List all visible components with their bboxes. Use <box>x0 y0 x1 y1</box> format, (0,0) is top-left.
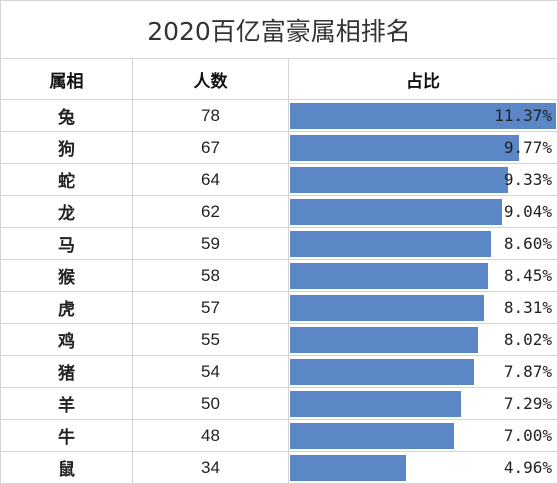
data-bar <box>290 231 491 257</box>
data-bar-track: 7.00% <box>290 421 556 451</box>
data-bar-track: 7.87% <box>290 357 556 387</box>
count-cell: 62 <box>133 196 289 228</box>
share-cell: 8.31% <box>289 292 557 324</box>
zodiac-cell: 兔 <box>1 100 133 132</box>
count-cell: 50 <box>133 388 289 420</box>
share-cell: 11.37% <box>289 100 557 132</box>
share-cell: 7.00% <box>289 420 557 452</box>
header-share: 占比 <box>289 59 557 100</box>
data-bar-track: 7.29% <box>290 389 556 419</box>
count-cell: 78 <box>133 100 289 132</box>
data-bar-track: 9.33% <box>290 165 556 195</box>
zodiac-cell: 鸡 <box>1 324 133 356</box>
count-cell: 67 <box>133 132 289 164</box>
data-bar-track: 9.04% <box>290 197 556 227</box>
data-bar <box>290 327 478 353</box>
data-bar <box>290 263 488 289</box>
zodiac-cell: 虎 <box>1 292 133 324</box>
share-cell: 8.02% <box>289 324 557 356</box>
data-bar <box>290 167 508 193</box>
share-cell: 8.45% <box>289 260 557 292</box>
count-cell: 64 <box>133 164 289 196</box>
data-bar <box>290 359 474 385</box>
share-value: 7.29% <box>504 389 552 419</box>
share-value: 9.77% <box>504 133 552 163</box>
zodiac-cell: 鼠 <box>1 452 133 484</box>
count-cell: 34 <box>133 452 289 484</box>
data-bar <box>290 135 519 161</box>
share-value: 8.45% <box>504 261 552 291</box>
share-cell: 9.33% <box>289 164 557 196</box>
zodiac-cell: 狗 <box>1 132 133 164</box>
data-bar-track: 8.45% <box>290 261 556 291</box>
data-bar-track: 11.37% <box>290 101 556 131</box>
table-title: 2020百亿富豪属相排名 <box>1 1 557 59</box>
share-cell: 9.04% <box>289 196 557 228</box>
data-bar <box>290 391 461 417</box>
share-value: 9.33% <box>504 165 552 195</box>
data-bar-track: 9.77% <box>290 133 556 163</box>
zodiac-cell: 龙 <box>1 196 133 228</box>
share-cell: 7.29% <box>289 388 557 420</box>
share-cell: 7.87% <box>289 356 557 388</box>
count-cell: 48 <box>133 420 289 452</box>
count-cell: 57 <box>133 292 289 324</box>
count-cell: 58 <box>133 260 289 292</box>
zodiac-cell: 猪 <box>1 356 133 388</box>
share-value: 4.96% <box>504 453 552 483</box>
share-value: 7.00% <box>504 421 552 451</box>
header-zodiac: 属相 <box>1 59 133 100</box>
zodiac-cell: 猴 <box>1 260 133 292</box>
data-bar-track: 8.02% <box>290 325 556 355</box>
share-cell: 8.60% <box>289 228 557 260</box>
share-cell: 4.96% <box>289 452 557 484</box>
data-bar <box>290 455 406 481</box>
zodiac-cell: 羊 <box>1 388 133 420</box>
share-value: 9.04% <box>504 197 552 227</box>
zodiac-cell: 蛇 <box>1 164 133 196</box>
zodiac-cell: 马 <box>1 228 133 260</box>
count-cell: 59 <box>133 228 289 260</box>
share-value: 8.31% <box>504 293 552 323</box>
count-cell: 54 <box>133 356 289 388</box>
data-bar <box>290 199 502 225</box>
data-bar-track: 4.96% <box>290 453 556 483</box>
data-bar-track: 8.31% <box>290 293 556 323</box>
zodiac-cell: 牛 <box>1 420 133 452</box>
share-value: 7.87% <box>504 357 552 387</box>
data-bar <box>290 423 454 449</box>
count-cell: 55 <box>133 324 289 356</box>
data-bar-track: 8.60% <box>290 229 556 259</box>
share-value: 11.37% <box>494 101 552 131</box>
share-cell: 9.77% <box>289 132 557 164</box>
share-value: 8.60% <box>504 229 552 259</box>
share-value: 8.02% <box>504 325 552 355</box>
data-bar <box>290 295 484 321</box>
header-count: 人数 <box>133 59 289 100</box>
